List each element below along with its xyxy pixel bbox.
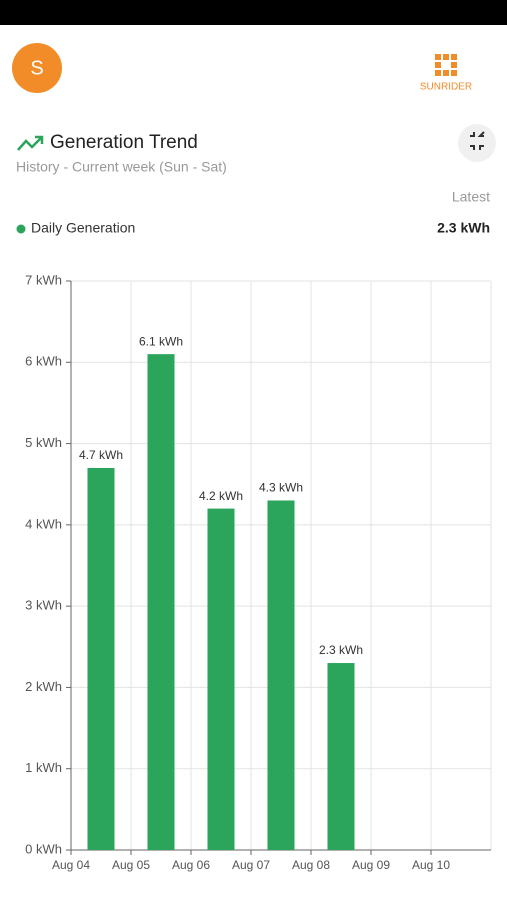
x-tick-label: Aug 10: [412, 858, 450, 872]
bar: [207, 508, 235, 850]
y-tick-label: 7 kWh: [25, 272, 62, 287]
bar: [87, 467, 115, 850]
latest-value: 2.3 kWh: [437, 220, 490, 236]
avatar-letter: S: [30, 57, 43, 79]
logo-icon: [435, 54, 457, 76]
bar-value-label: 4.7 kWh: [79, 448, 123, 462]
bar: [267, 500, 295, 850]
x-tick-label: Aug 06: [172, 858, 210, 872]
legend-dot: [16, 224, 26, 234]
bar-value-label: 6.1 kWh: [139, 334, 183, 348]
chart: Daily Generation 0 kWh 1 kWh 2 kWh 3 kWh 4 kW…: [16, 220, 492, 872]
bar-value-label: 4.2 kWh: [199, 489, 243, 503]
bar-value-label: 2.3 kWh: [319, 643, 363, 657]
x-tick-label: Aug 08: [292, 858, 330, 872]
x-tick-label: Aug 05: [112, 858, 150, 872]
y-tick-label: 6 kWh: [25, 354, 62, 369]
x-tick-label: Aug 04: [52, 858, 90, 872]
x-tick-label: Aug 09: [352, 858, 390, 872]
trend-icon-arrow: [35, 135, 44, 144]
logo-text: SUNRIDER: [420, 82, 472, 93]
y-tick-label: 0 kWh: [25, 841, 62, 856]
card-title: Generation Trend: [50, 132, 198, 153]
collapse-button[interactable]: [458, 124, 496, 162]
y-tick-label: 4 kWh: [25, 516, 62, 531]
y-tick-label: 5 kWh: [25, 435, 62, 450]
y-tick-label: 3 kWh: [25, 598, 62, 613]
trend-icon: [17, 136, 43, 151]
bar: [327, 663, 355, 850]
avatar[interactable]: [12, 43, 62, 93]
status-bar: [0, 0, 507, 25]
card-subtitle: History - Current week (Sun - Sat): [16, 159, 227, 175]
bar-value-label: 4.3 kWh: [259, 481, 303, 495]
x-tick-label: Aug 07: [232, 858, 270, 872]
legend-label: Daily Generation: [31, 220, 135, 236]
y-tick-label: 2 kWh: [25, 679, 62, 694]
y-tick-label: 1 kWh: [25, 760, 62, 775]
latest-label: Latest: [452, 189, 490, 205]
collapse-icon: [470, 131, 485, 150]
bar: [147, 354, 175, 850]
